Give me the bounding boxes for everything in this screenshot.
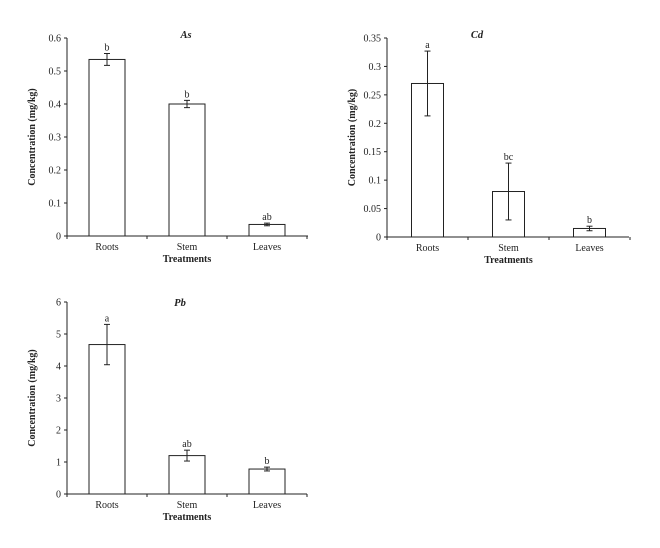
significance-label: a	[425, 40, 430, 51]
x-tick-label: Roots	[95, 500, 118, 511]
chart-panel-cd: 0 0.05 0.1 0.15 0.2 0.25 0.3 0.35 a Roots bc Stem b L…	[347, 30, 631, 266]
x-tick-label: Leaves	[253, 500, 281, 511]
significance-label: b	[105, 43, 110, 54]
y-tick-label: 0.05	[364, 204, 382, 215]
x-tick-label: Stem	[498, 243, 519, 254]
y-tick-label: 0.35	[364, 34, 382, 45]
y-tick-label: 0.4	[49, 100, 62, 111]
x-tick-label: Stem	[177, 242, 198, 253]
y-tick-label: 0.3	[369, 62, 382, 73]
bar	[248, 468, 286, 495]
significance-label: ab	[182, 439, 191, 450]
y-tick-label: 0.25	[364, 90, 382, 101]
y-tick-label: 0	[56, 490, 61, 501]
chart-title: As	[179, 30, 191, 41]
significance-label: ab	[262, 212, 271, 223]
chart-title: Cd	[471, 30, 484, 41]
significance-label: b	[265, 456, 270, 467]
y-tick-label: 6	[56, 298, 61, 309]
chart-title: Pb	[174, 298, 186, 309]
significance-label: b	[587, 215, 592, 226]
significance-label: bc	[504, 152, 514, 163]
x-tick-label: Roots	[95, 242, 118, 253]
y-tick-label: 1	[56, 458, 61, 469]
x-tick-label: Stem	[177, 500, 198, 511]
significance-label: a	[105, 313, 110, 324]
x-tick-label: Leaves	[253, 242, 281, 253]
y-tick-label: 5	[56, 330, 61, 341]
chart-panel-as: 0 0.1 0.2 0.3 0.4 0.5 0.6 b Roots b Stem ab Leaves Tr…	[27, 30, 308, 265]
y-tick-label: 4	[56, 362, 61, 373]
x-axis-title: Treatments	[163, 512, 212, 523]
y-axis-title: Concentration (mg/kg)	[347, 89, 358, 187]
y-tick-label: 0	[376, 233, 381, 244]
y-tick-label: 2	[56, 426, 61, 437]
y-tick-label: 0.6	[49, 34, 62, 45]
y-tick-label: 0.1	[369, 176, 382, 187]
y-axis-title: Concentration (mg/kg)	[27, 349, 38, 447]
y-tick-label: 0	[56, 232, 61, 243]
x-tick-label: Leaves	[575, 243, 603, 254]
y-tick-label: 0.1	[49, 199, 62, 210]
x-tick-label: Roots	[416, 243, 439, 254]
x-axis-title: Treatments	[163, 254, 212, 265]
bar	[168, 103, 206, 237]
chart-panel-pb: 0 1 2 3 4 5 6 a Roots ab Stem b Leaves Treatments Conc…	[27, 298, 308, 523]
bar	[88, 58, 126, 237]
y-tick-label: 0.2	[49, 166, 62, 177]
y-axis-title: Concentration (mg/kg)	[27, 88, 38, 186]
x-axis-title: Treatments	[484, 255, 533, 266]
significance-label: b	[185, 89, 190, 100]
y-tick-label: 0.3	[49, 133, 62, 144]
y-tick-label: 3	[56, 394, 61, 405]
bar	[88, 344, 126, 495]
y-tick-label: 0.15	[364, 147, 382, 158]
y-tick-label: 0.2	[369, 119, 382, 130]
y-tick-label: 0.5	[49, 67, 62, 78]
